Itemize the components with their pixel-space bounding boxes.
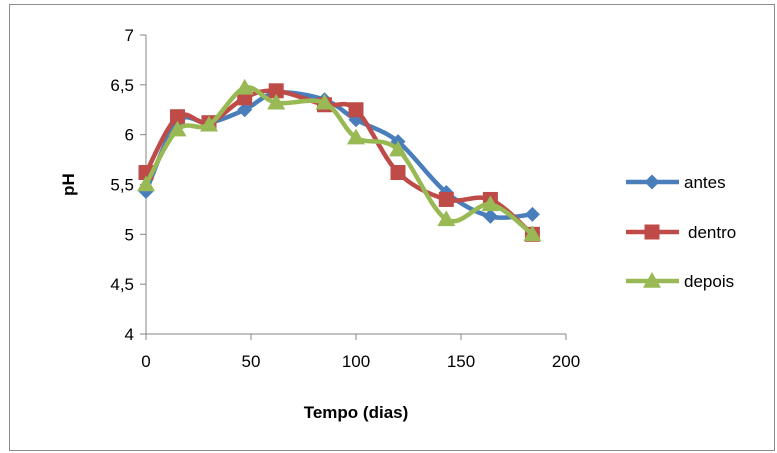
data-point-dentro	[348, 102, 364, 118]
legend-label: depois	[684, 272, 734, 291]
data-point-depois	[267, 93, 286, 110]
data-point-depois	[315, 93, 334, 110]
data-point-depois	[523, 225, 542, 242]
y-axis-title: pH	[59, 173, 78, 196]
x-tick-label: 150	[447, 352, 475, 371]
data-point-depois	[481, 195, 500, 212]
data-point-dentro	[170, 109, 185, 125]
x-axis-title: Tempo (dias)	[304, 403, 409, 422]
y-ticks: 4 4,5 5 5,5 6 6,5 7	[110, 26, 146, 344]
series-depois	[137, 78, 542, 242]
data-point-dentro	[390, 165, 406, 181]
data-point-depois	[347, 128, 365, 145]
data-point-dentro	[438, 191, 454, 207]
chart-frame	[9, 4, 775, 451]
legend-item-depois: depois	[626, 272, 734, 291]
legend-swatch-marker	[644, 174, 660, 190]
y-tick-label: 4	[125, 325, 134, 344]
data-point-depois	[235, 78, 254, 95]
legend-swatch-marker	[644, 224, 660, 240]
axes	[145, 35, 566, 335]
y-tick-label: 7	[125, 26, 134, 45]
x-tick-label: 50	[242, 352, 261, 371]
legend-swatch-marker	[643, 272, 661, 288]
x-ticks: 0 50 100 150 200	[141, 334, 580, 371]
data-point-antes	[237, 102, 253, 118]
legend: antes dentro depois	[626, 173, 736, 291]
series-layer	[137, 78, 542, 242]
y-tick-label: 5,5	[110, 176, 134, 195]
data-point-depois	[200, 115, 218, 132]
x-tick-label: 100	[342, 352, 370, 371]
y-tick-label: 4,5	[110, 275, 134, 294]
data-point-depois	[168, 120, 187, 137]
data-point-dentro	[268, 83, 284, 99]
y-tick-label: 6	[125, 126, 134, 145]
data-point-depois	[137, 175, 155, 192]
legend-label: antes	[684, 173, 726, 192]
y-tick-label: 5	[125, 225, 134, 244]
legend-item-antes: antes	[626, 173, 726, 192]
y-tick-label: 6,5	[110, 76, 134, 95]
legend-item-dentro: dentro	[626, 223, 736, 242]
x-tick-label: 200	[552, 352, 580, 371]
data-point-depois	[389, 140, 407, 157]
data-point-antes	[524, 206, 540, 222]
data-point-depois	[437, 210, 456, 227]
data-point-antes	[482, 208, 498, 224]
legend-label: dentro	[688, 223, 736, 242]
x-tick-label: 0	[141, 352, 150, 371]
